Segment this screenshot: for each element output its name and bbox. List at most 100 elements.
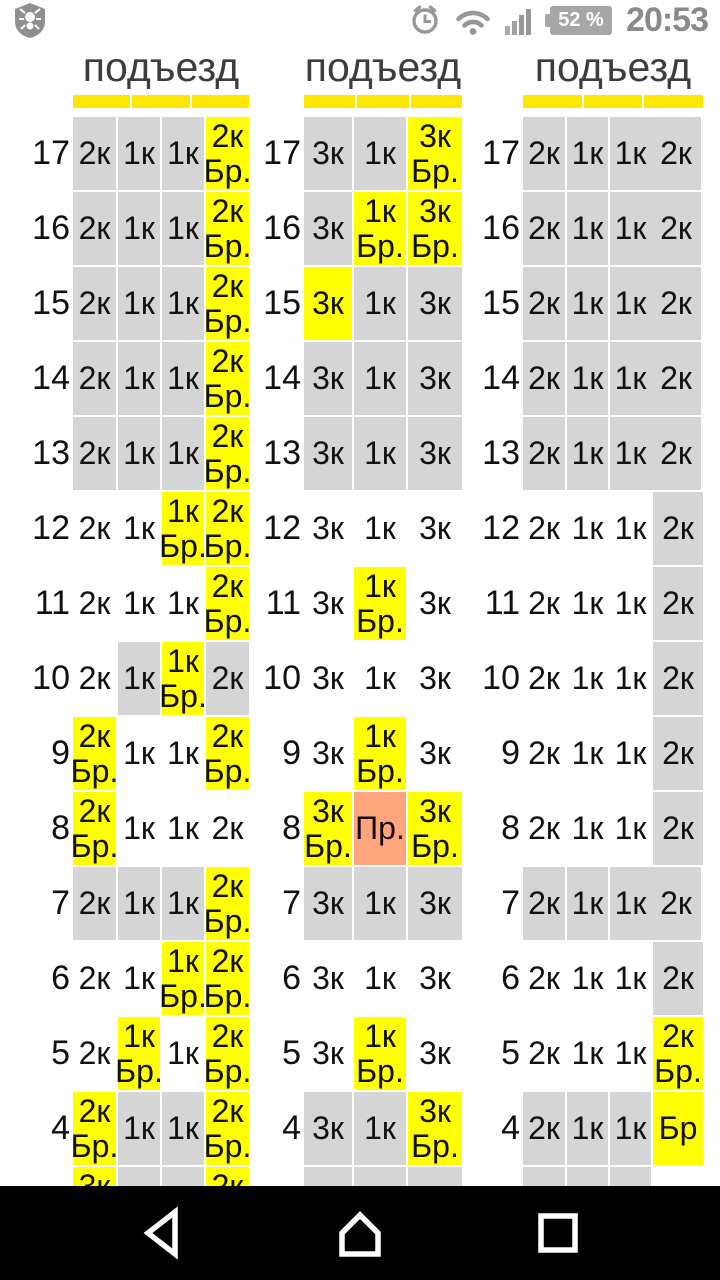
- apartment-cell[interactable]: 1к Бр.: [115, 1017, 163, 1090]
- apartment-cell[interactable]: 3к: [304, 642, 352, 715]
- apartment-cell[interactable]: 2к: [73, 417, 116, 490]
- apartment-cell[interactable]: 1к: [610, 1017, 651, 1090]
- apartment-cell[interactable]: 2к: [523, 342, 565, 415]
- apartment-cell[interactable]: 2к: [523, 642, 565, 715]
- apartment-cell[interactable]: 1к: [567, 792, 608, 865]
- apartment-cell[interactable]: 2к: [206, 792, 249, 865]
- apartment-cell[interactable]: 3к: [304, 417, 352, 490]
- apartment-cell[interactable]: 1к: [162, 792, 204, 865]
- apartment-cell[interactable]: 3к: [408, 492, 462, 565]
- apartment-cell[interactable]: 1к: [567, 342, 608, 415]
- apartment-cell[interactable]: 1к: [610, 942, 651, 1015]
- apartment-cell[interactable]: 2к: [73, 192, 116, 265]
- apartment-cell[interactable]: 2к: [523, 417, 565, 490]
- apartment-cell[interactable]: 3к: [408, 342, 462, 415]
- apartment-cell[interactable]: 2к: [73, 1017, 116, 1090]
- apartment-cell[interactable]: 1к: [610, 867, 651, 940]
- apartment-cell[interactable]: 1к: [118, 942, 160, 1015]
- apartment-cell[interactable]: 1к: [118, 117, 160, 190]
- home-button[interactable]: [325, 1202, 395, 1264]
- apartment-cell[interactable]: 2к: [523, 867, 565, 940]
- apartment-cell[interactable]: 1к: [567, 267, 608, 340]
- apartment-cell[interactable]: 1к: [162, 342, 204, 415]
- apartment-cell[interactable]: 2к: [73, 567, 116, 640]
- apartment-cell[interactable]: 2к: [523, 267, 565, 340]
- apartment-cell[interactable]: 2к: [653, 492, 703, 565]
- apartment-cell[interactable]: 1к: [118, 567, 160, 640]
- apartment-cell[interactable]: 1к: [610, 417, 651, 490]
- apartment-cell[interactable]: 3к: [408, 417, 462, 490]
- apartment-cell[interactable]: 1к: [567, 867, 608, 940]
- apartment-cell[interactable]: 2к: [653, 942, 703, 1015]
- apartment-cell[interactable]: 1к: [354, 342, 406, 415]
- apartment-cell[interactable]: Пр.: [354, 792, 406, 865]
- back-button[interactable]: [127, 1202, 197, 1264]
- apartment-cell[interactable]: 3к: [408, 567, 462, 640]
- apartment-cell[interactable]: 2к: [523, 492, 565, 565]
- apartment-cell[interactable]: 2к: [523, 1092, 565, 1165]
- apartment-cell[interactable]: 2к: [73, 342, 116, 415]
- apartment-cell[interactable]: 1к: [567, 417, 608, 490]
- apartment-cell[interactable]: 1к: [118, 792, 160, 865]
- apartment-cell[interactable]: 1к Бр.: [159, 492, 207, 565]
- apartment-cell[interactable]: 1к Бр.: [159, 642, 207, 715]
- apartment-cell[interactable]: 1к: [162, 267, 204, 340]
- apartment-cell[interactable]: 1к: [162, 867, 204, 940]
- apartment-cell[interactable]: 2к: [523, 567, 565, 640]
- apartment-cell[interactable]: 1к: [162, 1017, 204, 1090]
- apartment-cell[interactable]: 2к: [653, 792, 703, 865]
- apartment-cell[interactable]: 3к: [408, 867, 462, 940]
- apartment-cell[interactable]: 2к: [651, 417, 701, 490]
- apartment-cell[interactable]: 3к: [304, 867, 352, 940]
- apartment-cell[interactable]: 1к: [354, 267, 406, 340]
- apartment-cell[interactable]: 3к: [304, 342, 352, 415]
- apartment-cell[interactable]: 2к: [651, 267, 701, 340]
- apartment-cell[interactable]: 1к: [354, 942, 406, 1015]
- apartment-cell[interactable]: 1к: [610, 117, 651, 190]
- apartment-cell[interactable]: 1к: [354, 417, 406, 490]
- apartment-cell[interactable]: 2к: [523, 792, 565, 865]
- apartment-cell[interactable]: 1к: [610, 1092, 651, 1165]
- apartment-cell[interactable]: 1к Бр.: [354, 1017, 406, 1090]
- apartment-cell[interactable]: 3к: [304, 1092, 352, 1165]
- apartment-cell[interactable]: 2к: [651, 342, 701, 415]
- apartment-cell[interactable]: 3к: [408, 942, 462, 1015]
- apartment-cell[interactable]: 2к: [73, 867, 116, 940]
- apartment-cell[interactable]: 1к: [118, 717, 160, 790]
- apartment-cell[interactable]: 1к: [567, 1017, 608, 1090]
- apartment-cell[interactable]: 1к Бр.: [354, 717, 406, 790]
- apartment-cell[interactable]: 1к: [162, 117, 204, 190]
- apartment-cell[interactable]: 1к: [354, 867, 406, 940]
- apartment-cell[interactable]: 2к: [73, 942, 116, 1015]
- apartment-cell[interactable]: 1к Бр.: [354, 567, 406, 640]
- apartment-cell[interactable]: 3к: [304, 492, 352, 565]
- recents-button[interactable]: [523, 1202, 593, 1264]
- apartment-cell[interactable]: 1к: [354, 642, 406, 715]
- apartment-cell[interactable]: 1к: [354, 117, 406, 190]
- apartment-cell[interactable]: 1к: [610, 342, 651, 415]
- apartment-cell[interactable]: 1к: [162, 567, 204, 640]
- apartment-cell[interactable]: 1к: [567, 642, 608, 715]
- apartment-cell[interactable]: 2к: [73, 117, 116, 190]
- apartment-cell[interactable]: 1к Бр.: [354, 192, 406, 265]
- apartment-cell[interactable]: 3к: [408, 642, 462, 715]
- apartment-cell[interactable]: 2к: [653, 567, 703, 640]
- apartment-cell[interactable]: 1к: [567, 942, 608, 1015]
- apartment-cell[interactable]: 2к: [523, 942, 565, 1015]
- apartment-cell[interactable]: 1к: [610, 192, 651, 265]
- apartment-cell[interactable]: 3к: [304, 942, 352, 1015]
- apartment-cell[interactable]: 1к Бр.: [159, 942, 207, 1015]
- apartment-cell[interactable]: 1к: [118, 1092, 160, 1165]
- apartment-cell[interactable]: 1к: [118, 192, 160, 265]
- apartment-cell[interactable]: 3к: [408, 267, 462, 340]
